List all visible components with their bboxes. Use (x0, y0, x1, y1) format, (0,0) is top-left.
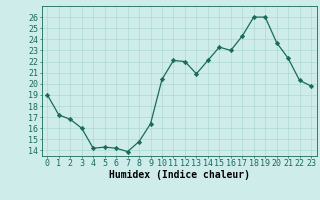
X-axis label: Humidex (Indice chaleur): Humidex (Indice chaleur) (109, 170, 250, 180)
